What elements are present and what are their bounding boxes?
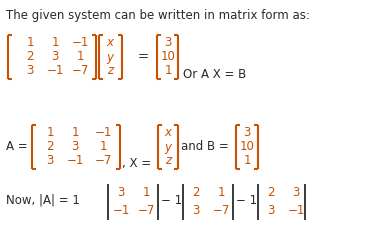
- Text: A =: A =: [6, 140, 27, 154]
- Text: 3: 3: [117, 187, 125, 199]
- Text: z: z: [107, 64, 113, 78]
- Text: 1: 1: [26, 36, 34, 50]
- Text: 1: 1: [51, 36, 59, 50]
- Text: −7: −7: [94, 154, 112, 168]
- Text: 1: 1: [99, 140, 107, 154]
- Text: 10: 10: [240, 140, 254, 154]
- Text: −1: −1: [287, 204, 305, 218]
- Text: 1: 1: [76, 50, 84, 64]
- Text: −1: −1: [71, 36, 89, 50]
- Text: 3: 3: [46, 154, 54, 168]
- Text: z: z: [165, 154, 171, 168]
- Text: 2: 2: [267, 187, 275, 199]
- Text: −7: −7: [137, 204, 155, 218]
- Text: Or A X = B: Or A X = B: [183, 69, 246, 81]
- Text: − 1: − 1: [161, 193, 182, 207]
- Text: 1: 1: [217, 187, 225, 199]
- Text: −7: −7: [212, 204, 230, 218]
- Text: and B =: and B =: [181, 140, 229, 154]
- Text: 2: 2: [46, 140, 54, 154]
- Text: The given system can be written in matrix form as:: The given system can be written in matri…: [6, 9, 310, 22]
- Text: −1: −1: [46, 64, 64, 78]
- Text: 3: 3: [243, 127, 251, 139]
- Text: −1: −1: [113, 204, 130, 218]
- Text: y: y: [107, 50, 114, 64]
- Text: 1: 1: [142, 187, 150, 199]
- Text: −7: −7: [71, 64, 89, 78]
- Text: 2: 2: [192, 187, 200, 199]
- Text: 1: 1: [164, 64, 172, 78]
- Text: 1: 1: [243, 154, 251, 168]
- Text: 3: 3: [51, 50, 59, 64]
- Text: −1: −1: [94, 127, 112, 139]
- Text: 1: 1: [71, 127, 79, 139]
- Text: , X =: , X =: [122, 158, 151, 170]
- Text: 2: 2: [26, 50, 34, 64]
- Text: x: x: [107, 36, 114, 50]
- Text: y: y: [165, 140, 171, 154]
- Text: =: =: [138, 50, 149, 64]
- Text: 3: 3: [292, 187, 300, 199]
- Text: 3: 3: [71, 140, 79, 154]
- Text: − 1: − 1: [236, 193, 257, 207]
- Text: x: x: [165, 127, 171, 139]
- Text: 3: 3: [26, 64, 34, 78]
- Text: 3: 3: [192, 204, 200, 218]
- Text: −1: −1: [66, 154, 83, 168]
- Text: 1: 1: [46, 127, 54, 139]
- Text: 10: 10: [161, 50, 176, 64]
- Text: Now, |A| = 1: Now, |A| = 1: [6, 193, 80, 207]
- Text: 3: 3: [164, 36, 172, 50]
- Text: 3: 3: [267, 204, 275, 218]
